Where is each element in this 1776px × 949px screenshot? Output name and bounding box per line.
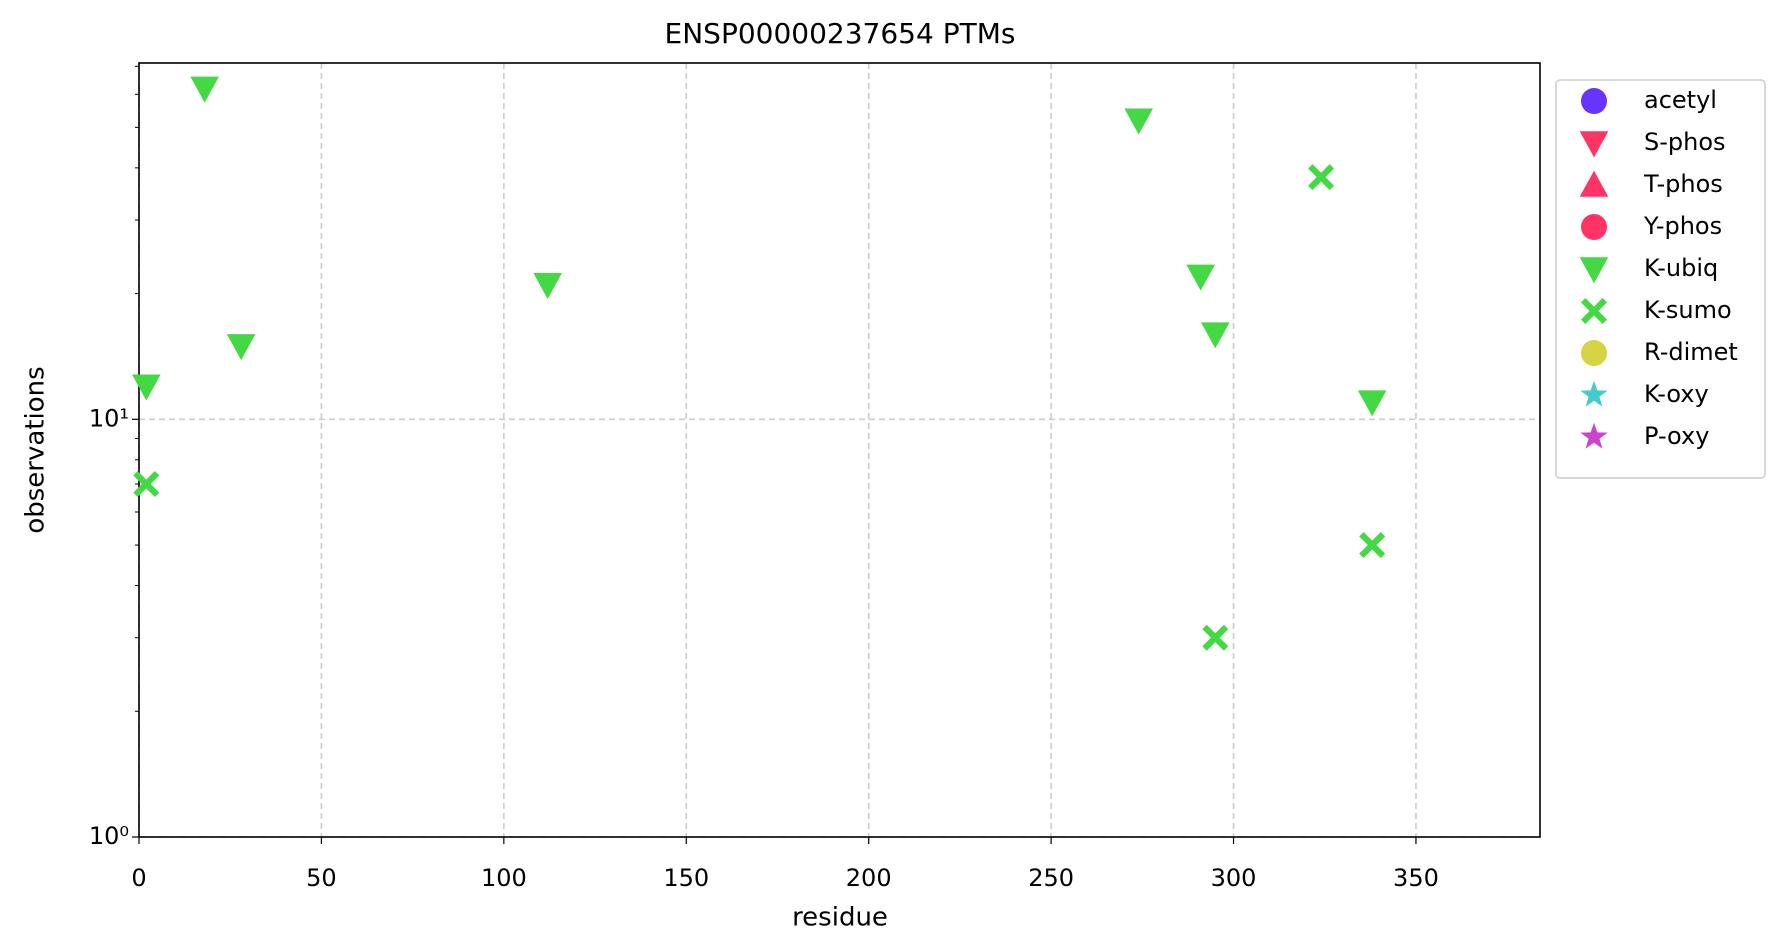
legend-marker	[1581, 298, 1607, 324]
x-tick-label: 150	[663, 864, 709, 892]
legend-label: T-phos	[1643, 170, 1723, 198]
legend-label: K-oxy	[1644, 380, 1709, 408]
legend-label: K-ubiq	[1644, 254, 1718, 282]
legend-marker	[1581, 214, 1607, 240]
legend-marker	[1579, 257, 1609, 284]
legend-label: S-phos	[1644, 128, 1726, 156]
legend-label: K-sumo	[1644, 296, 1732, 324]
x-tick-label: 250	[1028, 864, 1074, 892]
data-point	[133, 471, 160, 498]
data-point	[1186, 264, 1215, 291]
y-tick-label: 10¹	[89, 404, 129, 432]
y-tick-label: 10⁰	[89, 822, 129, 850]
x-axis-label: residue	[792, 903, 888, 933]
x-tick-label: 50	[306, 864, 337, 892]
x-tick-label: 300	[1211, 864, 1257, 892]
data-point	[1124, 108, 1153, 135]
legend-box	[1555, 79, 1766, 479]
data-point	[226, 334, 256, 361]
legend-label: Y-phos	[1643, 212, 1722, 240]
data-point	[533, 273, 562, 300]
data-point	[1202, 624, 1229, 651]
x-tick-label: 0	[131, 864, 146, 892]
legend-marker	[1580, 422, 1608, 449]
x-tick-label: 350	[1393, 864, 1439, 892]
legend-label: acetyl	[1644, 86, 1717, 114]
legend-marker	[1581, 88, 1607, 114]
legend-label: P-oxy	[1644, 422, 1709, 450]
data-point	[1357, 390, 1387, 417]
legend-marker	[1579, 131, 1609, 158]
data-point	[190, 76, 219, 103]
data-point	[1359, 532, 1386, 559]
plot-frame	[138, 62, 1541, 838]
legend-marker	[1579, 170, 1609, 197]
chart-title: ENSP00000237654 PTMs	[665, 17, 1016, 50]
data-point	[131, 374, 161, 401]
legend-marker	[1580, 380, 1608, 407]
data-point	[1200, 322, 1230, 349]
legend-marker	[1581, 340, 1607, 366]
x-tick-label: 100	[481, 864, 527, 892]
data-point	[1308, 164, 1335, 191]
legend-label: R-dimet	[1644, 338, 1738, 366]
x-tick-label: 200	[846, 864, 892, 892]
y-axis-label: observations	[21, 366, 51, 533]
